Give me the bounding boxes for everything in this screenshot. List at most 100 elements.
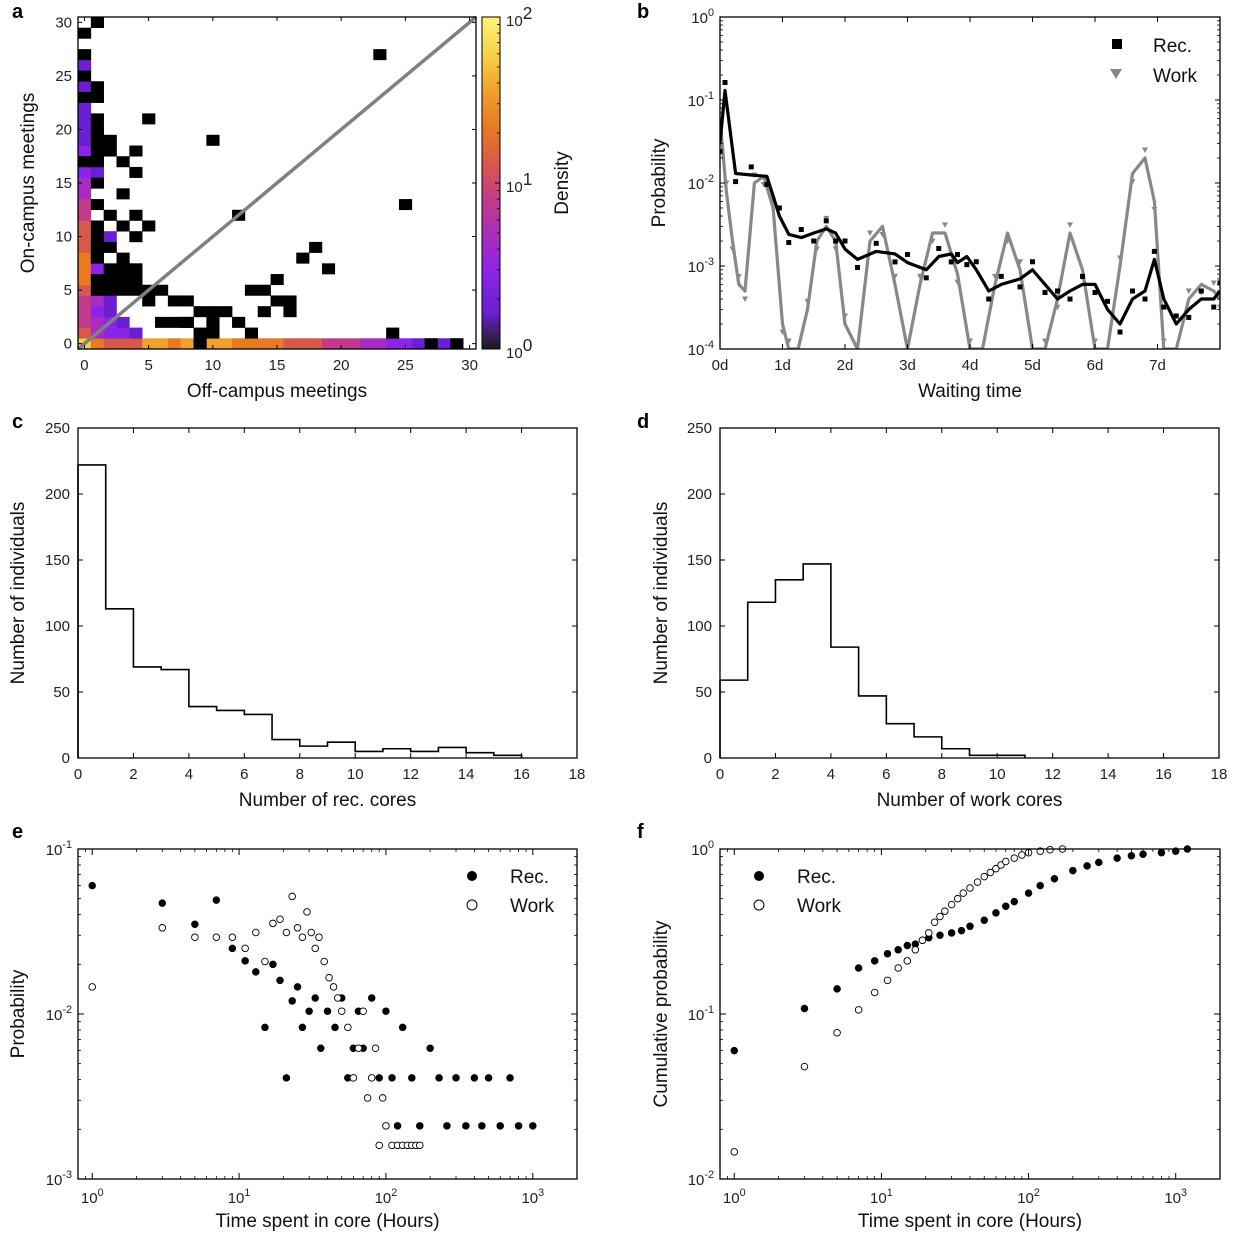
data-point xyxy=(894,964,902,972)
data-point xyxy=(804,298,811,305)
histogram-bar xyxy=(942,749,970,758)
heatmap-cell xyxy=(129,231,143,243)
heatmap-cell xyxy=(78,252,92,264)
heatmap-cell xyxy=(103,241,117,253)
data-point xyxy=(1173,313,1179,319)
colorbar-tick-label: 102 xyxy=(506,3,532,30)
legend-label-work: Work xyxy=(510,896,554,917)
data-point xyxy=(305,1007,313,1015)
y-tick-label: 10-1 xyxy=(688,1004,714,1024)
data-point xyxy=(973,259,979,265)
heatmap-cell xyxy=(90,81,104,93)
x-tick-label: 5 xyxy=(144,357,152,374)
legend-label-rec: Rec. xyxy=(797,867,836,888)
data-point xyxy=(811,238,817,244)
histogram-bar xyxy=(300,746,328,758)
data-point xyxy=(329,983,338,991)
histogram-outline xyxy=(719,563,1026,758)
x-tick-label: 103 xyxy=(1164,1187,1187,1207)
heatmap-cell xyxy=(103,209,117,221)
data-point xyxy=(936,245,942,251)
y-axis-label: Number of individuals xyxy=(651,502,672,685)
heatmap-cell xyxy=(219,306,233,318)
data-point xyxy=(1018,851,1026,859)
y-axis-label: On-campus meetings xyxy=(18,93,39,274)
data-point xyxy=(870,957,879,965)
data-point xyxy=(917,273,923,280)
data-point xyxy=(980,355,986,361)
x-tick-label: 6 xyxy=(882,766,890,783)
data-point xyxy=(1117,329,1123,335)
data-point xyxy=(873,240,879,246)
heatmap-cell xyxy=(103,134,117,146)
data-point xyxy=(1036,881,1044,890)
data-point xyxy=(331,1023,339,1032)
histogram-bar xyxy=(775,580,803,758)
data-point xyxy=(1142,296,1148,302)
data-point xyxy=(742,296,748,303)
x-tick-label: 10 xyxy=(347,766,364,783)
x-tick-label: 10 xyxy=(989,766,1006,783)
x-axis-label: Waiting time xyxy=(918,381,1022,402)
y-tick-label: 250 xyxy=(687,420,712,437)
data-point xyxy=(158,924,167,932)
y-tick-label: 10-4 xyxy=(688,339,714,359)
heatmap-cell xyxy=(193,338,207,350)
x-axis-label: Number of work cores xyxy=(877,790,1063,811)
panel-label-f: f xyxy=(637,821,644,843)
heatmap-cell xyxy=(78,134,92,146)
data-point xyxy=(375,1074,383,1082)
histogram-bar xyxy=(748,602,776,758)
heatmap-cell xyxy=(116,156,130,168)
histogram-bar xyxy=(106,609,134,758)
histogram-bar xyxy=(272,740,300,758)
heatmap-cell xyxy=(78,295,92,307)
data-point xyxy=(506,1074,514,1082)
heatmap-cell xyxy=(116,220,130,232)
heatmap-cell xyxy=(193,327,207,339)
data-point xyxy=(408,1074,416,1082)
data-point xyxy=(800,1062,809,1071)
x-tick-label: 102 xyxy=(1017,1187,1040,1207)
panel-label-d: d xyxy=(637,411,649,433)
heatmap-cell xyxy=(90,306,104,318)
data-point xyxy=(992,864,1000,873)
data-point xyxy=(894,946,902,954)
heatmap-cell xyxy=(90,263,104,275)
data-point xyxy=(1042,289,1048,295)
data-point xyxy=(964,262,970,268)
data-point xyxy=(925,929,933,937)
x-tick-label: 18 xyxy=(569,766,586,783)
histogram-bar xyxy=(383,749,411,758)
data-point xyxy=(288,997,296,1005)
y-tick-label: 100 xyxy=(691,7,714,27)
data-point xyxy=(1151,206,1158,213)
heatmap-cell xyxy=(206,134,220,146)
data-point xyxy=(911,946,920,954)
x-tick-label: 14 xyxy=(458,766,475,783)
heatmap-cell xyxy=(386,327,400,339)
y-tick-label: 20 xyxy=(55,121,72,138)
heatmap-cell xyxy=(103,274,117,286)
heatmap-cell xyxy=(90,231,104,243)
heatmap-cell xyxy=(129,338,143,350)
heatmap-cell xyxy=(270,338,284,350)
heatmap-cell xyxy=(270,295,284,307)
data-point xyxy=(923,275,929,281)
heatmap-cell xyxy=(129,263,143,275)
heatmap-cell xyxy=(78,316,92,328)
heatmap-cell xyxy=(321,338,336,350)
x-axis-label: Off-campus meetings xyxy=(187,381,367,402)
x-tick-label: 101 xyxy=(228,1187,251,1207)
data-point xyxy=(252,928,260,937)
heatmap-cell xyxy=(90,295,104,307)
x-tick-label: 0d xyxy=(712,357,729,374)
data-point xyxy=(1080,273,1085,279)
heatmap-cell xyxy=(142,295,156,307)
data-point xyxy=(1217,304,1220,311)
y-axis-label: Probability xyxy=(8,969,29,1058)
y-tick-label: 10-2 xyxy=(688,173,714,193)
data-point xyxy=(1030,259,1035,265)
data-point xyxy=(813,246,820,253)
heatmap-cell xyxy=(167,316,182,328)
